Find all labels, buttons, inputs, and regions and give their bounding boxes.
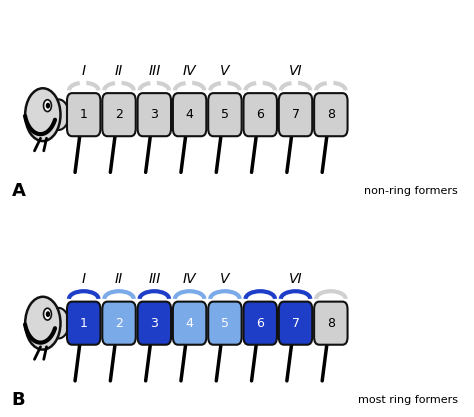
FancyBboxPatch shape: [173, 93, 206, 136]
FancyBboxPatch shape: [137, 93, 171, 136]
Text: 2: 2: [115, 317, 123, 330]
Text: 8: 8: [327, 108, 335, 121]
FancyBboxPatch shape: [279, 301, 312, 345]
FancyBboxPatch shape: [67, 301, 100, 345]
Text: 6: 6: [256, 317, 264, 330]
FancyBboxPatch shape: [102, 301, 136, 345]
FancyBboxPatch shape: [244, 93, 277, 136]
FancyBboxPatch shape: [208, 301, 242, 345]
FancyBboxPatch shape: [314, 301, 347, 345]
Text: 4: 4: [186, 108, 193, 121]
Text: IV: IV: [183, 64, 196, 78]
Circle shape: [25, 88, 61, 141]
FancyBboxPatch shape: [173, 301, 206, 345]
FancyBboxPatch shape: [314, 93, 347, 136]
Circle shape: [46, 312, 49, 317]
Text: IV: IV: [183, 272, 196, 286]
FancyBboxPatch shape: [279, 93, 312, 136]
Text: 8: 8: [327, 317, 335, 330]
Text: II: II: [115, 64, 123, 78]
Text: 3: 3: [150, 108, 158, 121]
Text: most ring formers: most ring formers: [358, 394, 457, 404]
Text: 4: 4: [186, 317, 193, 330]
Text: 5: 5: [221, 317, 229, 330]
Text: 7: 7: [292, 317, 300, 330]
Text: 5: 5: [221, 108, 229, 121]
FancyBboxPatch shape: [244, 301, 277, 345]
Text: B: B: [12, 391, 26, 409]
Text: VI: VI: [289, 272, 302, 286]
FancyBboxPatch shape: [208, 93, 242, 136]
Circle shape: [48, 308, 69, 339]
Text: V: V: [220, 272, 230, 286]
Text: III: III: [148, 64, 161, 78]
Text: 1: 1: [80, 108, 88, 121]
Circle shape: [44, 100, 51, 112]
Text: 2: 2: [115, 108, 123, 121]
FancyBboxPatch shape: [102, 93, 136, 136]
Circle shape: [44, 308, 51, 320]
Circle shape: [25, 297, 61, 349]
Text: non-ring formers: non-ring formers: [364, 186, 457, 196]
Text: 3: 3: [150, 317, 158, 330]
Text: I: I: [82, 64, 86, 78]
Text: II: II: [115, 272, 123, 286]
Text: A: A: [12, 182, 26, 200]
FancyBboxPatch shape: [67, 93, 100, 136]
Text: III: III: [148, 272, 161, 286]
FancyBboxPatch shape: [137, 301, 171, 345]
Text: 7: 7: [292, 108, 300, 121]
Circle shape: [46, 103, 49, 108]
Text: 6: 6: [256, 108, 264, 121]
Text: 1: 1: [80, 317, 88, 330]
Text: VI: VI: [289, 64, 302, 78]
Circle shape: [48, 99, 69, 130]
Text: V: V: [220, 64, 230, 78]
Text: I: I: [82, 272, 86, 286]
